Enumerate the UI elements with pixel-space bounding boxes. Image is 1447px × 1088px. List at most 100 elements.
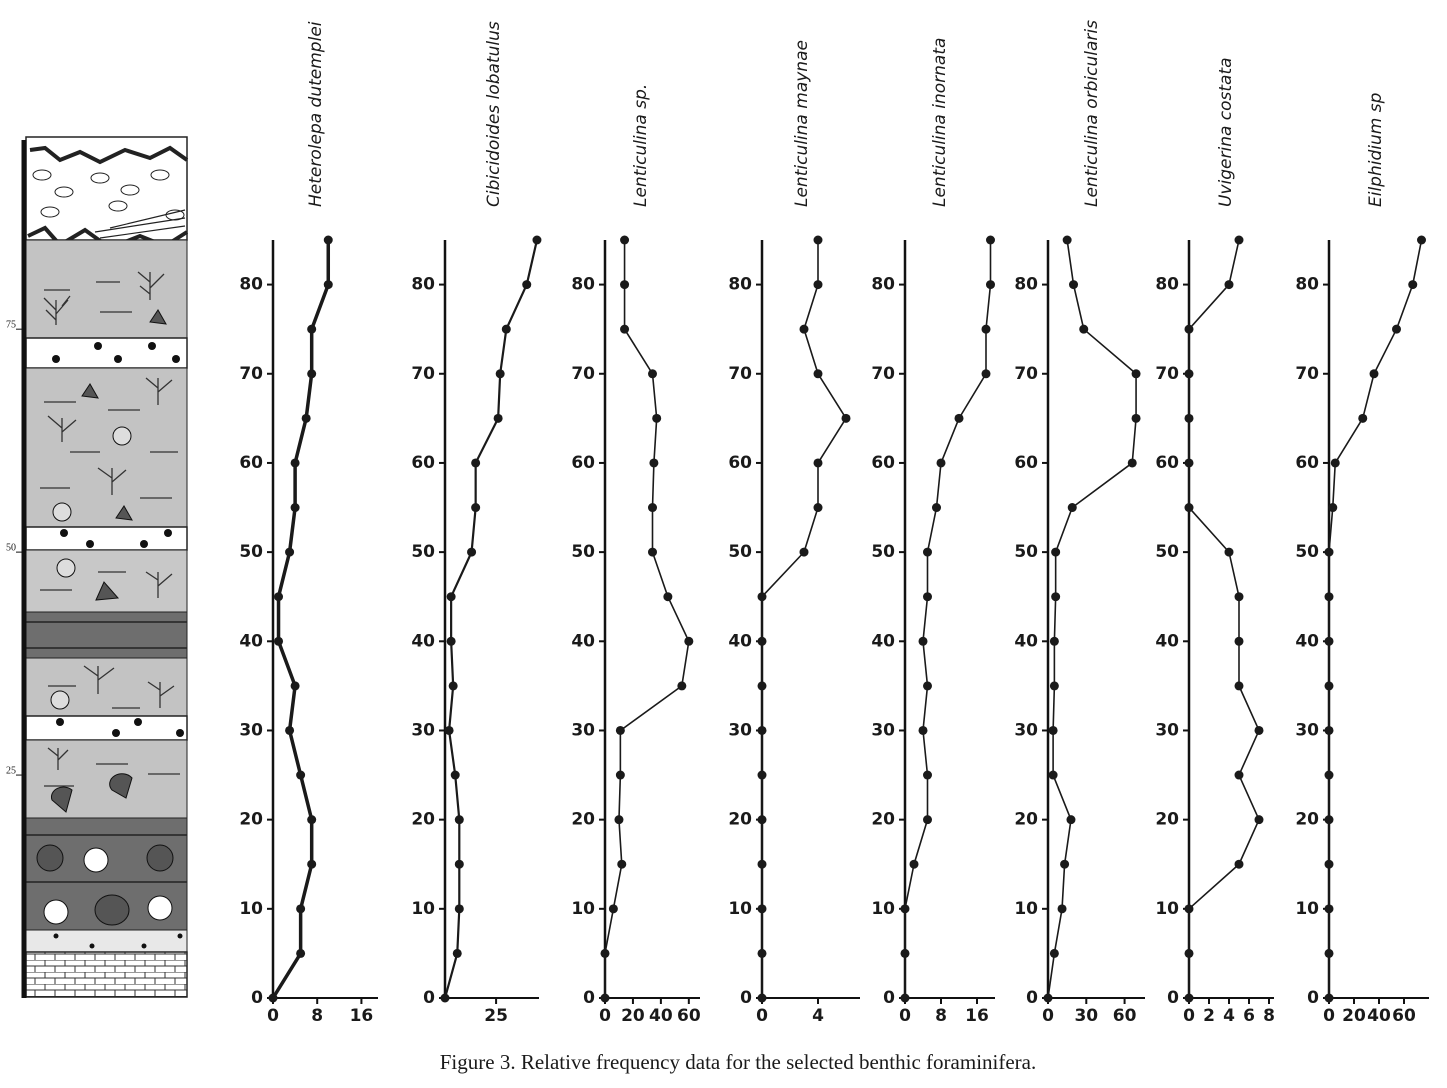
- panel: Cibicidoides lobatulus 0 10 20 30 40 50 60 70 80 2…: [411, 21, 542, 1026]
- y-tick-label: 80: [411, 275, 435, 295]
- data-line: [271, 240, 331, 999]
- data-point: [614, 815, 624, 825]
- data-point: [1224, 547, 1234, 557]
- x-tick-label: 20: [1342, 1006, 1366, 1026]
- data-point: [652, 413, 662, 423]
- x-tick-label: 60: [1392, 1006, 1416, 1026]
- data-point: [757, 815, 767, 825]
- data-point: [493, 413, 503, 423]
- y-tick-label: 80: [871, 275, 895, 295]
- y-tick-label: 80: [1014, 275, 1038, 295]
- y-tick-label: 60: [871, 453, 895, 473]
- column-depth-label: 75: [6, 319, 16, 330]
- data-point: [1049, 681, 1059, 691]
- data-point: [757, 725, 767, 735]
- data-point: [1184, 458, 1194, 468]
- data-point: [1234, 770, 1244, 780]
- data-point: [923, 592, 932, 602]
- panel-title: Lenticulina inornata: [930, 38, 950, 207]
- y-tick-label: 40: [1155, 631, 1179, 651]
- panel-title: Lenticulina orbicularis: [1082, 20, 1102, 207]
- y-tick-label: 50: [871, 542, 895, 562]
- y-tick-label: 20: [1155, 810, 1179, 830]
- data-point: [813, 369, 823, 379]
- data-point: [448, 681, 458, 691]
- data-point: [799, 324, 809, 334]
- y-tick-label: 60: [728, 453, 752, 473]
- data-point: [600, 948, 610, 958]
- y-tick-label: 70: [1155, 364, 1179, 384]
- data-point: [1328, 503, 1338, 513]
- y-tick-label: 10: [1295, 899, 1319, 919]
- data-point: [1254, 725, 1264, 735]
- data-point: [532, 235, 542, 245]
- data-point: [1079, 324, 1089, 334]
- data-point: [617, 859, 627, 869]
- data-line: [761, 240, 847, 998]
- panel-title: Lenticulina maynae: [792, 40, 812, 207]
- data-point: [757, 592, 767, 602]
- x-tick-label: 8: [1263, 1006, 1275, 1026]
- y-tick-label: 40: [571, 631, 595, 651]
- x-tick-label: 4: [1223, 1006, 1235, 1026]
- x-tick-label: 30: [1074, 1006, 1098, 1026]
- y-tick-label: 40: [1295, 631, 1319, 651]
- column-depth-label: 50: [6, 542, 16, 553]
- data-point: [1131, 369, 1141, 379]
- data-point: [296, 770, 306, 780]
- x-tick-label: 25: [484, 1006, 508, 1026]
- y-tick-label: 0: [423, 988, 435, 1008]
- y-tick-label: 30: [411, 720, 435, 740]
- data-point: [467, 547, 477, 557]
- data-point: [452, 948, 462, 958]
- data-point: [900, 948, 910, 958]
- lithology-column: [21, 136, 189, 998]
- data-point: [1051, 547, 1061, 557]
- data-point: [440, 993, 450, 1003]
- data-point: [1048, 770, 1058, 780]
- data-point: [1049, 948, 1059, 958]
- y-tick-label: 20: [411, 810, 435, 830]
- data-point: [1234, 235, 1244, 245]
- data-point: [663, 592, 673, 602]
- data-point: [323, 280, 333, 290]
- y-tick-label: 30: [871, 720, 895, 740]
- data-line: [1188, 239, 1260, 998]
- data-point: [1234, 681, 1244, 691]
- data-point: [813, 235, 823, 245]
- x-tick-label: 0: [756, 1006, 768, 1026]
- data-point: [757, 993, 767, 1003]
- x-tick-label: 40: [1367, 1006, 1391, 1026]
- data-point: [1324, 904, 1334, 914]
- data-point: [813, 280, 823, 290]
- data-point: [1324, 636, 1334, 646]
- y-tick-label: 10: [239, 899, 263, 919]
- data-point: [1324, 592, 1334, 602]
- data-point: [918, 725, 928, 735]
- data-point: [1067, 503, 1077, 513]
- y-tick-label: 70: [571, 364, 595, 384]
- x-tick-label: 8: [311, 1006, 323, 1026]
- x-tick-label: 0: [1183, 1006, 1195, 1026]
- data-point: [757, 770, 767, 780]
- column-depth-label: 25: [6, 765, 16, 776]
- data-point: [620, 280, 630, 290]
- data-point: [909, 859, 919, 869]
- y-tick-label: 20: [1295, 810, 1319, 830]
- y-tick-label: 50: [1014, 542, 1038, 562]
- data-point: [1060, 859, 1070, 869]
- y-tick-label: 10: [871, 899, 895, 919]
- data-point: [495, 369, 505, 379]
- x-tick-label: 60: [677, 1006, 701, 1026]
- data-line: [1328, 239, 1423, 998]
- data-point: [1324, 859, 1334, 869]
- x-tick-label: 40: [649, 1006, 673, 1026]
- y-tick-label: 80: [239, 275, 263, 295]
- panel-title: Lenticulina sp.: [631, 84, 651, 207]
- data-point: [285, 725, 295, 735]
- y-tick-label: 80: [571, 275, 595, 295]
- y-tick-label: 30: [239, 720, 263, 740]
- y-tick-label: 20: [728, 810, 752, 830]
- data-point: [471, 503, 481, 513]
